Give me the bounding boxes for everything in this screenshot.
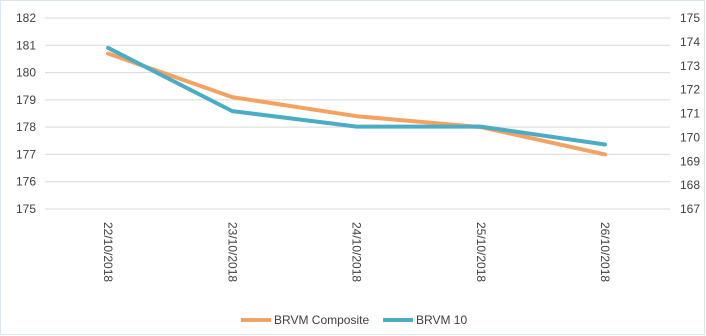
y-right-tick-label: 168 — [680, 178, 700, 192]
y-left-tick-label: 175 — [16, 202, 36, 216]
x-axis: 22/10/2018 23/10/2018 24/10/2018 25/10/2018… — [101, 222, 612, 282]
y-left-tick-label: 181 — [16, 38, 36, 52]
gridlines — [45, 17, 670, 210]
y-left-tick-label: 177 — [16, 147, 36, 161]
x-tick-label: 23/10/2018 — [225, 222, 239, 282]
y-left-tick-label: 176 — [16, 175, 36, 189]
y-right-tick-label: 172 — [680, 83, 700, 97]
x-tick-label: 26/10/2018 — [598, 222, 612, 282]
y-axis-left: 175 176 177 178 179 180 181 182 — [16, 11, 36, 216]
x-tick-label: 22/10/2018 — [101, 222, 115, 282]
y-left-tick-label: 182 — [16, 11, 36, 25]
series-line-1 — [106, 45, 607, 147]
y-left-tick-label: 180 — [16, 66, 36, 80]
y-left-tick-label: 179 — [16, 93, 36, 107]
legend-label: BRVM 10 — [416, 313, 467, 327]
y-right-tick-label: 170 — [680, 130, 700, 144]
y-right-tick-label: 174 — [680, 35, 700, 49]
y-right-tick-label: 167 — [680, 202, 700, 216]
legend-label: BRVM Composite — [274, 313, 369, 327]
x-tick-label: 25/10/2018 — [474, 222, 488, 282]
y-left-tick-label: 178 — [16, 120, 36, 134]
series-lines — [106, 45, 607, 157]
series-line-0 — [106, 51, 607, 157]
y-right-tick-label: 171 — [680, 107, 700, 121]
y-right-tick-label: 169 — [680, 154, 700, 168]
y-axis-right: 167 168 169 170 171 172 173 174 175 — [680, 11, 700, 216]
y-right-tick-label: 175 — [680, 11, 700, 25]
y-right-tick-label: 173 — [680, 59, 700, 73]
x-tick-label: 24/10/2018 — [350, 222, 364, 282]
legend: BRVM Composite BRVM 10 — [241, 313, 467, 327]
